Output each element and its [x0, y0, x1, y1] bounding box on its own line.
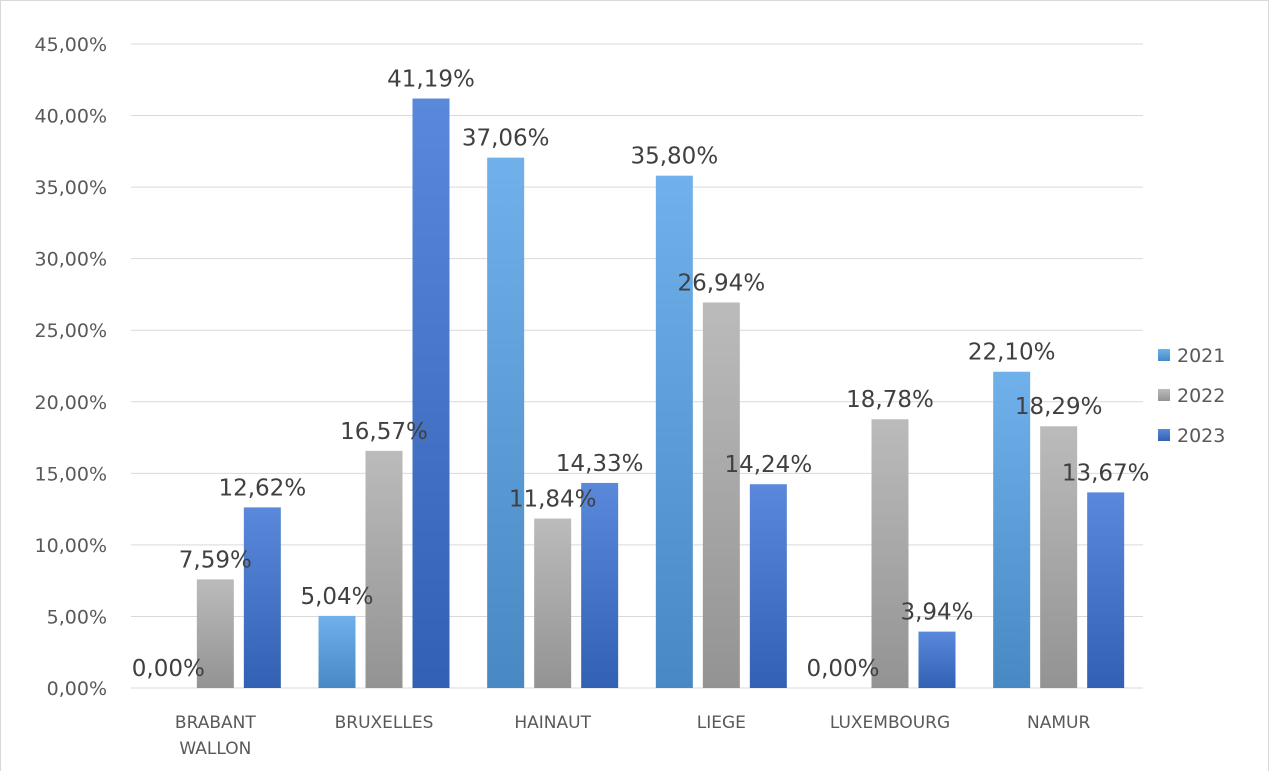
- y-tick-label: 0,00%: [47, 678, 107, 700]
- legend-label-2021: 2021: [1177, 345, 1225, 367]
- data-label: 13,67%: [1062, 460, 1150, 486]
- y-tick-label: 5,00%: [47, 606, 107, 628]
- bar-2021: [318, 615, 356, 688]
- legend: 2021 2022 2023: [1158, 345, 1225, 447]
- bar-2021: [487, 157, 525, 688]
- data-label: 18,78%: [846, 387, 934, 413]
- x-category-label: LIEGE: [697, 713, 746, 733]
- data-label: 3,94%: [900, 600, 973, 626]
- x-category-label: HAINAUT: [514, 713, 591, 733]
- bar-2022: [871, 419, 909, 688]
- data-label: 7,59%: [179, 547, 252, 573]
- data-label: 14,24%: [724, 452, 812, 478]
- y-tick-label: 20,00%: [35, 392, 107, 414]
- bar-2023: [749, 484, 787, 688]
- data-label: 26,94%: [677, 270, 765, 296]
- y-tick-label: 10,00%: [35, 535, 107, 557]
- gridlines: [131, 43, 1143, 689]
- x-axis-category-labels: BRABANT WALLON BRUXELLES HAINAUT LIEGE LUXEMB…: [175, 713, 1091, 759]
- bars: [196, 98, 1125, 688]
- x-category-label: NAMUR: [1027, 713, 1090, 733]
- bar-2021: [655, 175, 693, 688]
- legend-swatch-2023: [1158, 429, 1170, 441]
- legend-label-2022: 2022: [1177, 385, 1225, 407]
- data-label: 22,10%: [968, 340, 1056, 366]
- bar-2022: [1040, 426, 1078, 688]
- x-category-label: BRUXELLES: [335, 713, 434, 733]
- data-label: 35,80%: [630, 144, 718, 170]
- data-labels: 0,00% 7,59% 12,62% 5,04% 16,57% 41,19% 37,06% 1…: [132, 67, 1150, 682]
- legend-swatch-2022: [1158, 389, 1170, 401]
- data-label: 37,06%: [462, 126, 550, 152]
- data-label: 11,84%: [509, 487, 597, 513]
- y-tick-label: 40,00%: [35, 106, 107, 128]
- bar-2022: [196, 579, 234, 688]
- y-tick-label: 30,00%: [35, 249, 107, 271]
- x-category-label: LUXEMBOURG: [830, 713, 950, 733]
- bar-2023: [918, 631, 956, 688]
- y-tick-label: 35,00%: [35, 177, 107, 199]
- data-label: 18,29%: [1015, 394, 1103, 420]
- bar-2022: [365, 450, 403, 688]
- bar-2023: [581, 482, 619, 688]
- bar-2023: [412, 98, 450, 688]
- y-tick-label: 15,00%: [35, 463, 107, 485]
- data-label: 16,57%: [340, 419, 428, 445]
- y-tick-label: 25,00%: [35, 320, 107, 342]
- bar-2023: [243, 507, 281, 688]
- y-axis-tick-labels: 0,00% 5,00% 10,00% 15,00% 20,00% 25,00% 30,00%…: [35, 34, 107, 700]
- bar-2022: [702, 302, 740, 688]
- data-label: 0,00%: [806, 656, 879, 682]
- bar-2023: [1087, 492, 1125, 688]
- data-label: 5,04%: [300, 584, 373, 610]
- legend-label-2023: 2023: [1177, 425, 1225, 447]
- bar-2022: [534, 518, 572, 688]
- legend-swatch-2021: [1158, 349, 1170, 361]
- data-label: 14,33%: [556, 451, 644, 477]
- data-label: 0,00%: [132, 656, 205, 682]
- x-category-label: BRABANT WALLON: [175, 713, 256, 759]
- data-label: 41,19%: [387, 67, 475, 93]
- bar-2021: [993, 371, 1031, 688]
- data-label: 12,62%: [218, 475, 306, 501]
- y-tick-label: 45,00%: [35, 34, 107, 56]
